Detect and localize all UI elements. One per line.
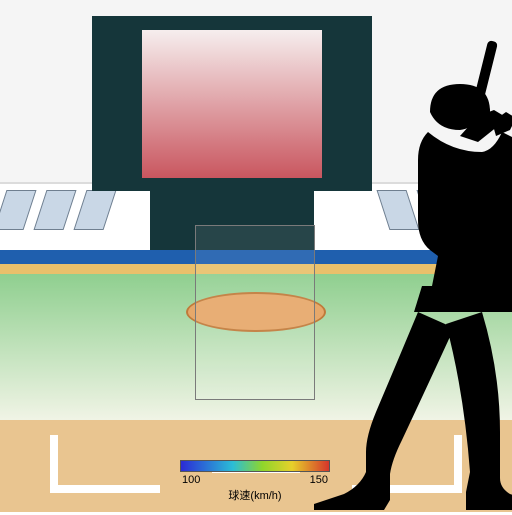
stand-panel bbox=[417, 190, 460, 230]
stand-panel bbox=[74, 190, 117, 230]
speed-scale-label: 球速(km/h) bbox=[180, 487, 330, 503]
scoreboard-screen bbox=[142, 30, 322, 178]
box-line bbox=[50, 435, 58, 485]
stand-panel bbox=[0, 190, 36, 230]
speed-scale-tick-min: 100 bbox=[182, 474, 200, 486]
pitch-location-diagram: 100 150 球速(km/h) bbox=[0, 0, 512, 512]
stand-panel bbox=[34, 190, 77, 230]
speed-scale-bar bbox=[180, 460, 330, 472]
box-line bbox=[454, 435, 462, 485]
speed-scale-tick-max: 150 bbox=[310, 474, 328, 486]
speed-color-scale: 100 150 球速(km/h) bbox=[180, 460, 330, 503]
strike-zone bbox=[195, 225, 315, 400]
stand-panel bbox=[457, 190, 500, 230]
box-line bbox=[50, 485, 160, 493]
box-line bbox=[352, 485, 462, 493]
stand-panel bbox=[377, 190, 420, 230]
